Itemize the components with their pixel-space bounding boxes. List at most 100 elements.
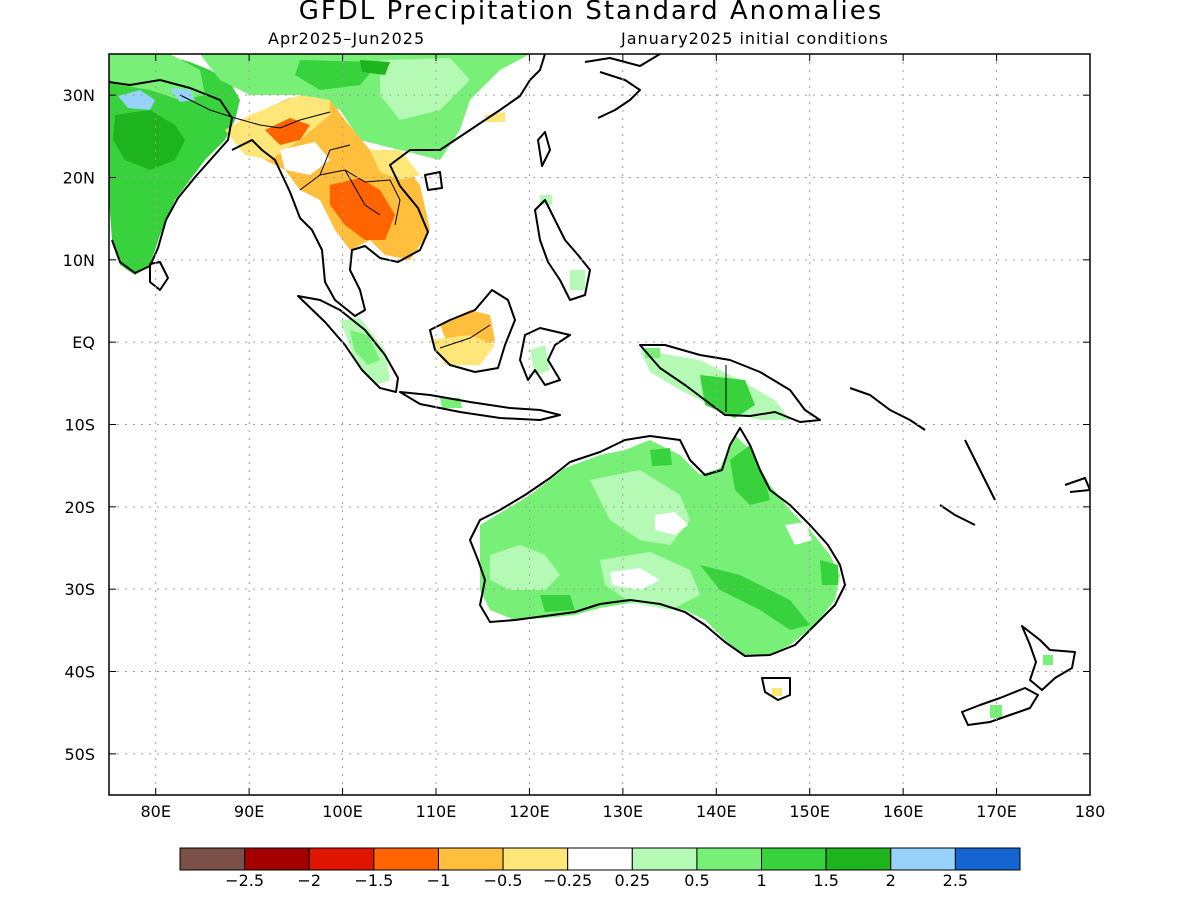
lon-label-3: 110E <box>416 802 457 821</box>
coast-sulawesi <box>519 327 571 386</box>
legend-label-8: 1 <box>756 871 766 890</box>
coast-sumatra <box>297 295 399 393</box>
field-aus-mid-5 <box>820 560 838 585</box>
legend-label-1: −2 <box>297 871 321 890</box>
legend-label-4: −0.5 <box>484 871 523 890</box>
legend-swatch-7 <box>631 847 698 871</box>
coast-new-caledonia <box>939 504 976 526</box>
field-aus-mid-3 <box>650 448 672 466</box>
field-aus-mid-4 <box>540 595 575 612</box>
forecast-period: Apr2025–Jun2025 <box>268 29 426 48</box>
coastlines <box>109 54 1090 726</box>
border-borneo <box>439 324 491 349</box>
lat-label-1: 20N <box>63 169 95 188</box>
lon-label-9: 170E <box>976 802 1017 821</box>
map-title: GFDL Precipitation Standard Anomalies <box>298 0 884 26</box>
lon-label-6: 140E <box>696 802 737 821</box>
legend-label-10: 2 <box>886 871 896 890</box>
coast-taiwan <box>537 131 551 167</box>
lat-label-3: EQ <box>72 333 95 352</box>
legend-swatch-9 <box>761 847 827 871</box>
legend-swatch-2 <box>308 847 375 871</box>
initial-conditions: January2025 initial conditions <box>621 29 889 48</box>
field-philippines <box>570 270 585 290</box>
field-indochina-white <box>280 142 330 175</box>
coast-japan <box>584 54 661 119</box>
country-borders <box>179 94 727 412</box>
lon-label-8: 160E <box>883 802 924 821</box>
legend-label-6: 0.25 <box>614 871 650 890</box>
field-aus-mid-1 <box>730 445 770 505</box>
legend-label-11: 2.5 <box>943 871 968 890</box>
lat-label-8: 50S <box>64 745 95 764</box>
legend-label-0: −2.5 <box>225 871 264 890</box>
field-indochina-3 <box>265 118 310 145</box>
legend-label-7: 0.5 <box>684 871 709 890</box>
coast-philippines <box>534 199 591 301</box>
border-himalaya <box>179 94 331 129</box>
field-aus-light-1 <box>490 545 560 590</box>
coast-sri-lanka <box>149 261 169 291</box>
legend-swatch-8 <box>696 847 763 871</box>
border-indochina <box>299 144 401 226</box>
legend-swatch-0 <box>179 847 246 871</box>
coast-borneo <box>429 289 516 373</box>
lon-label-10: 180 <box>1075 802 1106 821</box>
lon-label-2: 100E <box>322 802 363 821</box>
lat-label-4: 10S <box>64 416 95 435</box>
coast-new-guinea <box>639 344 821 423</box>
field-nz-1 <box>990 705 1002 718</box>
lat-label-6: 30S <box>64 580 95 599</box>
legend-swatch-4 <box>437 847 504 871</box>
axis-ticks: 80E 90E 100E 110E 120E 130E 140E 150E 160E 170E 18… <box>63 54 1106 821</box>
legend-label-5: −0.25 <box>543 871 592 890</box>
anomaly-fields <box>109 54 1053 718</box>
field-tibet <box>118 90 155 110</box>
color-legend: −2.5 −2 −1.5 −1 −0.5 −0.25 0.25 0.5 1 1.5 2 2.5 <box>179 847 1021 890</box>
legend-swatch-6 <box>567 847 633 871</box>
lon-label-0: 80E <box>140 802 170 821</box>
field-china-3 <box>295 60 380 90</box>
field-india-3 <box>109 54 205 100</box>
legend-label-2: −1.5 <box>354 871 393 890</box>
field-aus-mid-2 <box>700 565 810 630</box>
lon-label-5: 130E <box>603 802 644 821</box>
coast-vanuatu <box>964 439 996 501</box>
field-aus-white-1 <box>655 512 688 535</box>
coast-fiji <box>1064 477 1090 493</box>
field-china-2 <box>380 58 470 120</box>
field-tasmania <box>772 688 782 696</box>
coast-solomons <box>849 387 926 431</box>
field-indochina-4 <box>330 178 395 240</box>
field-aus-white-3 <box>785 522 812 545</box>
lat-label-7: 40S <box>64 663 95 682</box>
field-china-5 <box>485 112 505 122</box>
coast-asia-mainland <box>109 54 546 317</box>
legend-swatch-10 <box>825 847 892 871</box>
legend-label-3: −1 <box>427 871 451 890</box>
lon-label-7: 150E <box>789 802 830 821</box>
legend-swatch-3 <box>373 847 439 871</box>
legend-swatch-11 <box>890 847 956 871</box>
lon-label-4: 120E <box>509 802 550 821</box>
coast-australia <box>469 427 846 657</box>
field-nz-2 <box>1043 655 1053 665</box>
coast-java <box>399 391 561 421</box>
lon-label-1: 90E <box>234 802 264 821</box>
field-china-4 <box>360 60 390 75</box>
field-aus-white-2 <box>610 568 660 590</box>
grid <box>109 54 1090 795</box>
field-sumatra-2 <box>350 330 380 365</box>
legend-swatch-5 <box>502 847 569 871</box>
field-sulawesi <box>530 345 550 375</box>
coast-new-zealand-south <box>961 687 1039 726</box>
field-india-2 <box>113 110 185 170</box>
lat-label-2: 10N <box>63 251 95 270</box>
lat-label-0: 30N <box>63 86 95 105</box>
legend-swatch-12 <box>954 847 1021 871</box>
legend-label-9: 1.5 <box>813 871 838 890</box>
field-indochina-5 <box>370 150 420 180</box>
lat-label-5: 20S <box>64 498 95 517</box>
coast-new-zealand-north <box>1021 625 1076 691</box>
